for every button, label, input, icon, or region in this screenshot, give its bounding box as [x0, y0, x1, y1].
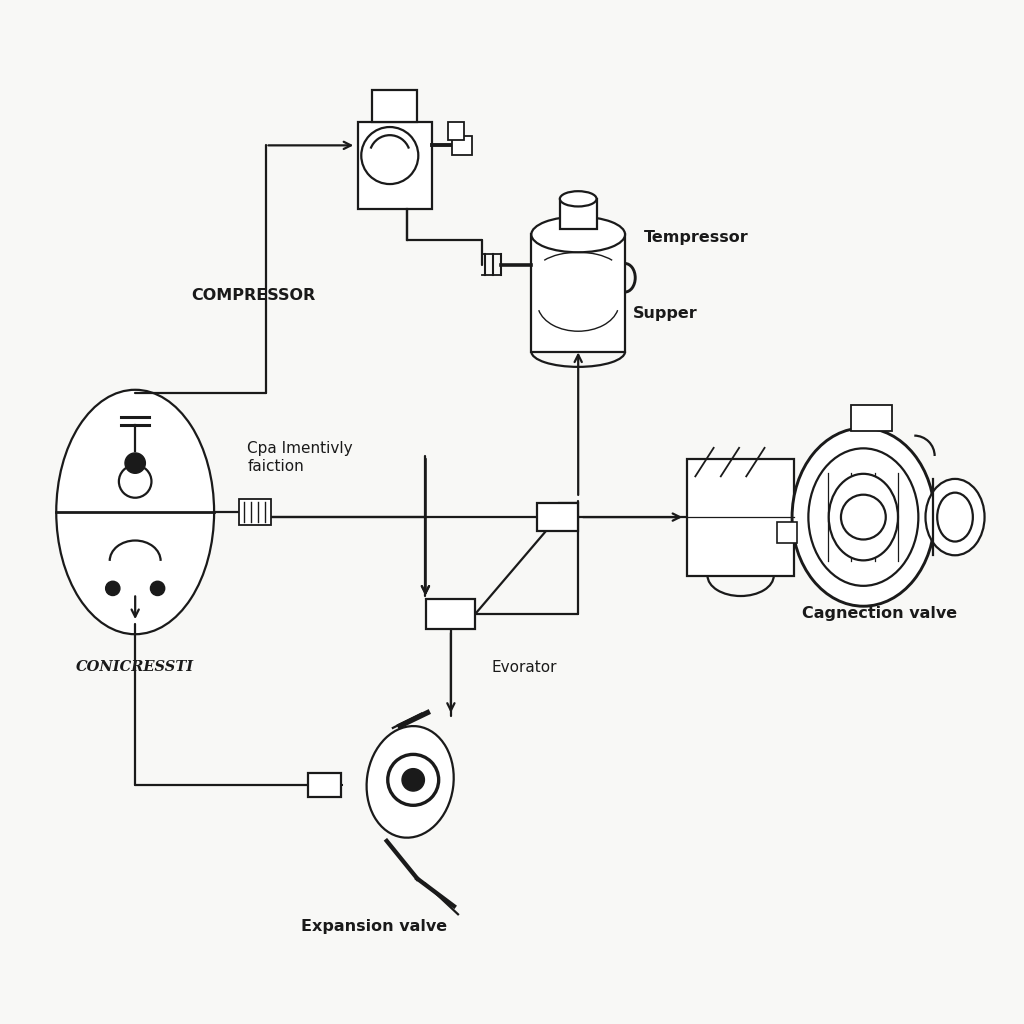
Circle shape	[125, 453, 145, 473]
Bar	[426, 599, 475, 629]
Text: CONICRESSTI: CONICRESSTI	[76, 659, 195, 674]
Bar	[777, 522, 797, 543]
Bar	[538, 503, 579, 531]
Ellipse shape	[560, 191, 597, 207]
Text: Supper: Supper	[633, 306, 698, 321]
Text: Evorator: Evorator	[492, 659, 557, 675]
Text: Tempressor: Tempressor	[643, 229, 749, 245]
Bar	[373, 90, 418, 123]
Bar	[447, 122, 464, 140]
Ellipse shape	[926, 479, 984, 555]
Ellipse shape	[56, 390, 214, 634]
Ellipse shape	[367, 726, 454, 838]
Ellipse shape	[531, 217, 625, 252]
Circle shape	[105, 582, 120, 596]
Circle shape	[361, 127, 418, 184]
Bar	[308, 773, 341, 797]
Text: COMPRESSOR: COMPRESSOR	[191, 288, 315, 303]
Bar	[452, 136, 472, 155]
Bar	[239, 499, 271, 525]
Ellipse shape	[793, 428, 935, 606]
Ellipse shape	[808, 449, 919, 586]
Text: Expansion valve: Expansion valve	[301, 920, 447, 934]
Bar	[851, 406, 892, 430]
Text: Cagnection valve: Cagnection valve	[802, 606, 957, 622]
Bar	[560, 199, 597, 229]
Circle shape	[151, 582, 165, 596]
Circle shape	[402, 769, 424, 792]
Text: Cpa Imentivly
faiction: Cpa Imentivly faiction	[247, 440, 353, 474]
Bar	[687, 459, 794, 575]
Ellipse shape	[828, 474, 898, 560]
Bar	[358, 123, 431, 209]
Bar	[531, 234, 625, 351]
